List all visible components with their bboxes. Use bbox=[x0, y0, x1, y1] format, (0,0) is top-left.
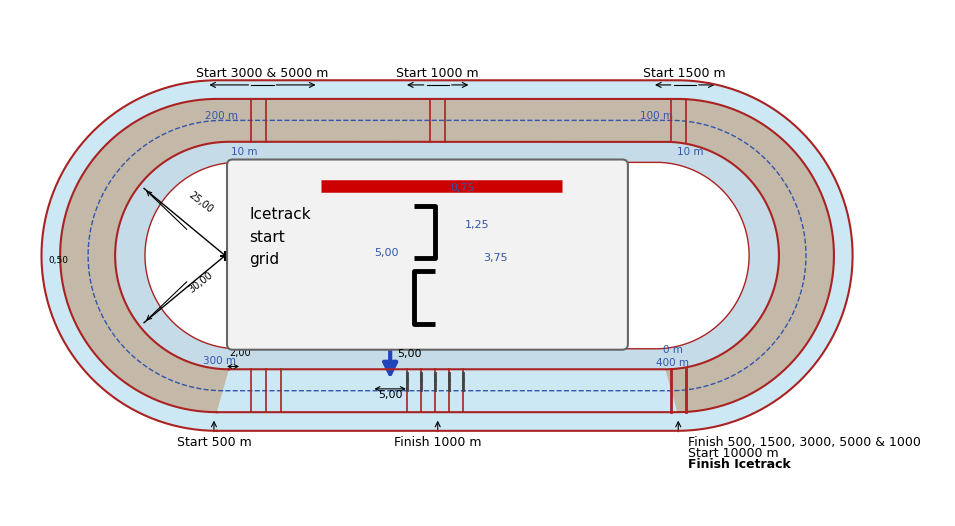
FancyBboxPatch shape bbox=[227, 159, 627, 350]
Text: 0,75: 0,75 bbox=[450, 183, 475, 193]
Text: Finish Icetrack: Finish Icetrack bbox=[688, 458, 791, 471]
Text: Icetrack: Icetrack bbox=[249, 207, 311, 222]
Text: 2,00: 2,00 bbox=[229, 348, 250, 358]
Text: 100 m: 100 m bbox=[640, 112, 673, 122]
Text: 300 m: 300 m bbox=[202, 356, 236, 366]
Text: 30,00: 30,00 bbox=[186, 270, 214, 295]
Text: 0 m: 0 m bbox=[664, 345, 683, 355]
Polygon shape bbox=[116, 142, 779, 369]
Text: 3,75: 3,75 bbox=[483, 252, 508, 262]
Text: Start 3000 & 5000 m: Start 3000 & 5000 m bbox=[196, 67, 329, 80]
Text: Start 10000 m: Start 10000 m bbox=[688, 447, 778, 460]
Text: 25,00: 25,00 bbox=[186, 189, 215, 215]
Polygon shape bbox=[145, 163, 749, 349]
Text: Start 1500 m: Start 1500 m bbox=[644, 67, 726, 80]
Text: Start 500 m: Start 500 m bbox=[177, 436, 251, 449]
Text: 1,25: 1,25 bbox=[465, 220, 489, 230]
Text: 0,50: 0,50 bbox=[48, 256, 68, 265]
Text: Finish 1000 m: Finish 1000 m bbox=[394, 436, 481, 449]
Text: Start 1000 m: Start 1000 m bbox=[396, 67, 479, 80]
Text: 10 m: 10 m bbox=[677, 147, 704, 157]
Text: Finish 500, 1500, 3000, 5000 & 1000: Finish 500, 1500, 3000, 5000 & 1000 bbox=[688, 436, 921, 449]
Text: 5,00: 5,00 bbox=[397, 349, 422, 359]
Text: 5,00: 5,00 bbox=[374, 248, 398, 258]
Polygon shape bbox=[41, 80, 853, 431]
Polygon shape bbox=[60, 99, 834, 412]
Text: 10 m: 10 m bbox=[231, 147, 257, 157]
Text: 200 m: 200 m bbox=[204, 112, 238, 122]
Text: grid: grid bbox=[249, 252, 280, 267]
Text: 400 m: 400 m bbox=[656, 358, 689, 368]
Text: start: start bbox=[249, 229, 286, 245]
Text: 5,00: 5,00 bbox=[378, 390, 402, 400]
